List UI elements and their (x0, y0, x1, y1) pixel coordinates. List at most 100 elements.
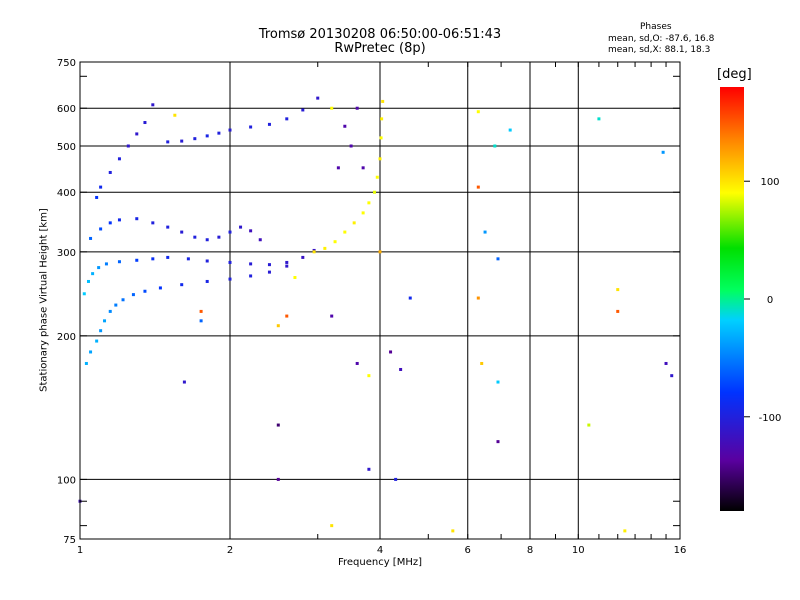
data-point (476, 296, 480, 300)
data-point (378, 157, 382, 161)
data-point (117, 218, 121, 222)
data-point (108, 309, 112, 313)
data-point (249, 274, 253, 278)
x-tick-label: 6 (465, 545, 471, 556)
data-point (623, 529, 627, 533)
data-point (249, 125, 253, 129)
data-point (367, 374, 371, 378)
x-tick-label: 8 (527, 545, 533, 556)
data-point (108, 221, 112, 225)
data-point (114, 303, 118, 307)
data-point (389, 350, 393, 354)
data-point (408, 296, 412, 300)
data-point (205, 134, 209, 138)
chart-title: Tromsø 20130208 06:50:00-06:51:43 (258, 27, 502, 42)
data-point (180, 139, 184, 143)
data-point (166, 255, 170, 259)
data-point (193, 137, 197, 141)
y-tick-label: 400 (57, 188, 76, 199)
data-point (249, 229, 253, 233)
data-point (394, 477, 398, 481)
data-point (508, 128, 512, 132)
data-point (173, 113, 177, 117)
data-point (97, 266, 101, 270)
data-point (117, 157, 121, 161)
data-point (476, 110, 480, 114)
data-point (135, 217, 139, 221)
y-tick-label: 600 (57, 104, 76, 115)
y-tick-label: 200 (57, 332, 76, 343)
data-points (78, 96, 674, 533)
data-point (99, 329, 103, 333)
x-axis-label: Frequency [MHz] (337, 557, 423, 568)
data-point (86, 279, 90, 283)
data-point (493, 144, 497, 148)
data-point (349, 144, 353, 148)
data-point (199, 319, 203, 323)
data-point (217, 131, 221, 135)
data-point (117, 260, 121, 264)
data-point (664, 361, 668, 365)
colorbar-tick-label: -100 (759, 413, 782, 424)
data-point (180, 283, 184, 287)
data-point (143, 121, 147, 125)
data-point (126, 144, 130, 148)
data-point (99, 227, 103, 231)
data-point (131, 293, 135, 297)
data-point (103, 319, 107, 323)
y-tick-label: 300 (57, 248, 76, 259)
data-point (483, 230, 487, 234)
data-point (343, 230, 347, 234)
y-tick-label: 75 (63, 535, 76, 546)
data-point (336, 166, 340, 170)
data-point (276, 423, 280, 427)
data-point (380, 117, 384, 121)
data-point (166, 225, 170, 229)
data-point (249, 262, 253, 266)
y-tick-label: 100 (57, 475, 76, 486)
data-point (186, 257, 190, 261)
data-point (228, 128, 232, 132)
data-point (476, 185, 480, 189)
data-point (151, 103, 155, 107)
data-point (276, 477, 280, 481)
data-point (323, 246, 327, 250)
x-tick-label: 4 (377, 545, 383, 556)
data-point (91, 272, 95, 276)
colorbar-tick-label: 100 (760, 177, 779, 188)
data-point (95, 339, 99, 343)
data-point (597, 117, 601, 121)
data-point (285, 264, 289, 268)
data-point (95, 195, 99, 199)
data-point (143, 289, 147, 293)
phases-stats-x-mode: mean, sd,X: 88.1, 18.3 (608, 45, 711, 55)
data-point (89, 236, 93, 240)
data-point (480, 361, 484, 365)
data-point (343, 124, 347, 128)
y-axis-label: Stationary phase Virtual Height [km] (38, 208, 50, 392)
data-point (267, 263, 271, 267)
data-point (193, 235, 197, 239)
axis-ticks: 1 2 4 6 8 10 16 75 100 200 300 400 500 600 750 (57, 58, 686, 556)
data-point (496, 257, 500, 261)
data-point (312, 250, 316, 254)
data-point (367, 201, 371, 205)
data-point (355, 361, 359, 365)
data-point (285, 117, 289, 121)
x-tick-label: 10 (572, 545, 585, 556)
data-point (367, 467, 371, 471)
data-point (228, 230, 232, 234)
data-point (199, 309, 203, 313)
data-point (84, 361, 88, 365)
x-tick-label: 2 (227, 545, 233, 556)
data-point (267, 122, 271, 126)
data-point (182, 380, 186, 384)
data-point (378, 250, 382, 254)
data-point (587, 423, 591, 427)
data-point (228, 260, 232, 264)
data-point (616, 309, 620, 313)
data-point (82, 292, 86, 296)
data-point (361, 211, 365, 215)
data-point (180, 230, 184, 234)
chart-subtitle: RwPretec (8p) (334, 41, 426, 56)
